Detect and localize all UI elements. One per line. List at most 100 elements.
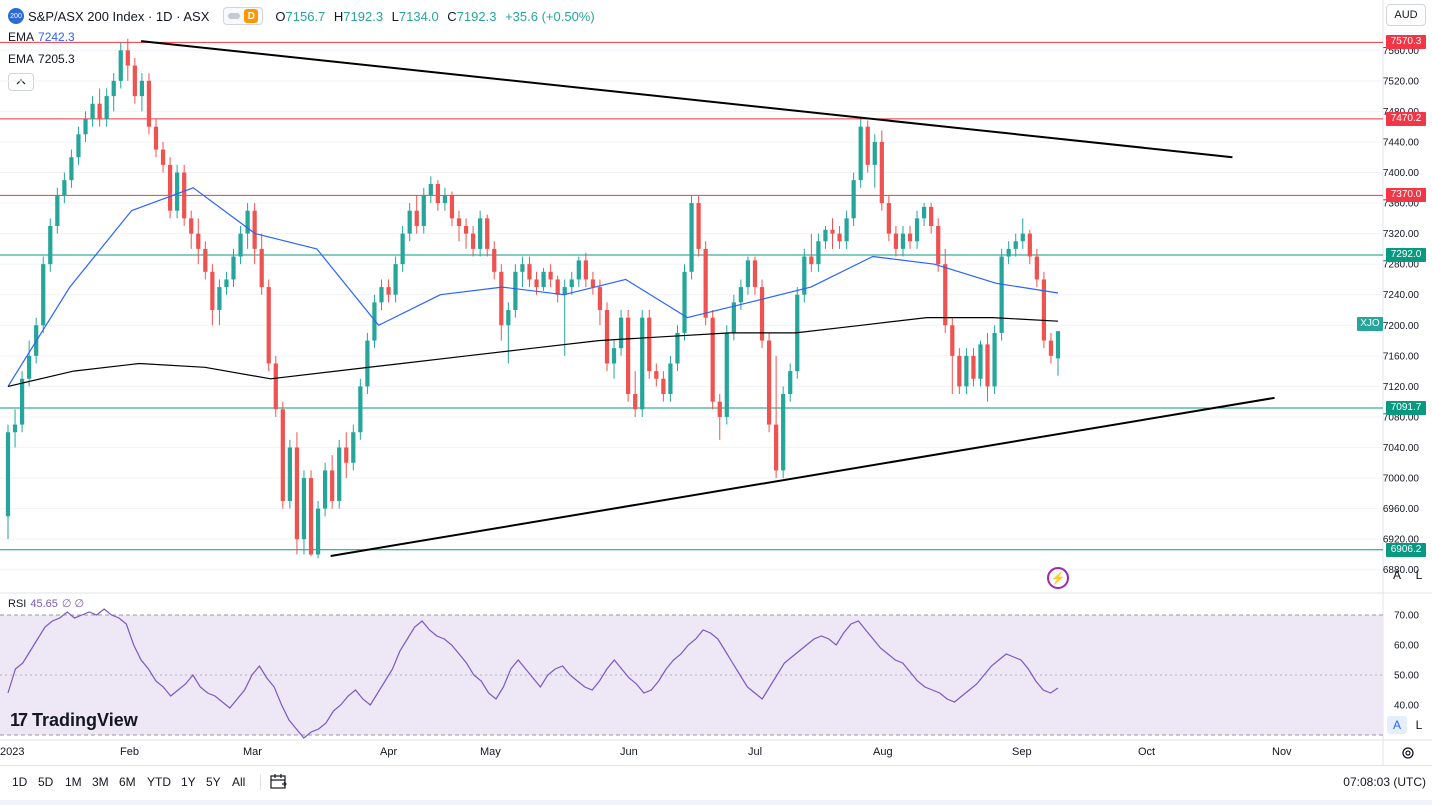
candle xyxy=(816,233,821,272)
timeframe-1d[interactable]: 1D xyxy=(12,775,28,789)
price-tick-label: 7000.00 xyxy=(1383,474,1420,485)
rsi-tick-label: 50.00 xyxy=(1394,671,1419,682)
candle xyxy=(5,424,11,540)
timeframe-1m[interactable]: 1M xyxy=(65,775,82,789)
candle xyxy=(485,214,490,257)
candle xyxy=(315,500,321,559)
rsi-legend[interactable]: RSI 45.65 ∅ ∅ xyxy=(8,597,84,610)
candle xyxy=(788,363,793,402)
candle xyxy=(1048,332,1054,364)
candle xyxy=(541,267,546,291)
candle xyxy=(238,225,243,265)
candle xyxy=(914,210,920,249)
candle xyxy=(640,310,645,417)
candle xyxy=(597,279,603,326)
candle xyxy=(337,439,342,509)
timeframe-1y[interactable]: 1Y xyxy=(181,775,196,789)
candle xyxy=(689,195,694,280)
candle xyxy=(182,164,187,226)
candle xyxy=(576,256,581,288)
candle xyxy=(1006,241,1011,265)
candle xyxy=(139,73,145,112)
collapse-legend-button[interactable] xyxy=(8,73,34,91)
candle xyxy=(611,340,617,379)
ema-fast-line xyxy=(7,187,1059,387)
time-tick-label: Jul xyxy=(748,746,762,758)
candle xyxy=(661,371,666,402)
candle xyxy=(696,195,701,257)
close-value: 7192.3 xyxy=(456,8,497,24)
candle xyxy=(323,462,328,517)
visibility-toggle[interactable]: D xyxy=(223,7,264,25)
auto-scale-button[interactable]: A xyxy=(1392,568,1401,582)
symbol-logo-icon: 200 xyxy=(8,8,24,24)
symbol-title[interactable]: S&P/ASX 200 Index · 1D · ASX xyxy=(28,8,210,24)
price-tick-label: 7560.00 xyxy=(1383,46,1420,57)
price-tick-label: 7520.00 xyxy=(1383,76,1420,87)
candle xyxy=(27,340,32,387)
candle xyxy=(428,176,433,204)
price-tick-label: 7040.00 xyxy=(1383,443,1420,454)
candle xyxy=(1013,233,1018,257)
candle xyxy=(1034,248,1039,288)
candle xyxy=(379,279,384,310)
candle xyxy=(647,310,652,379)
candle xyxy=(393,256,398,303)
candle xyxy=(301,470,307,555)
ema-slow-legend[interactable]: EMA 7205.3 xyxy=(8,52,75,66)
candle xyxy=(421,187,426,234)
candle xyxy=(590,271,596,295)
candle xyxy=(294,432,300,555)
timeframe-all[interactable]: All xyxy=(232,775,246,789)
candle xyxy=(372,294,377,349)
candle xyxy=(569,271,574,295)
rsi-log-scale-button[interactable]: L xyxy=(1415,718,1423,732)
candles xyxy=(5,38,1061,559)
candle xyxy=(499,264,504,341)
log-scale-button[interactable]: L xyxy=(1415,568,1423,582)
candle xyxy=(929,203,934,234)
candle xyxy=(55,187,60,234)
settings-gear-icon[interactable] xyxy=(1399,744,1417,762)
candle xyxy=(675,325,680,372)
ema-slow-value: 7205.3 xyxy=(38,52,75,66)
timeframe-6m[interactable]: 6M xyxy=(119,775,136,789)
candle xyxy=(844,210,849,249)
candle xyxy=(358,378,363,440)
rsi-tick-label: 70.00 xyxy=(1394,611,1419,622)
currency-selector[interactable]: AUD xyxy=(1386,4,1426,26)
candle xyxy=(104,88,109,127)
trendlines xyxy=(140,40,1275,557)
level-tag: 7091.7 xyxy=(1386,401,1426,415)
timeframe-5d[interactable]: 5D xyxy=(38,775,54,789)
level-tag: 6906.2 xyxy=(1386,542,1426,557)
price-tick-label: 7080.00 xyxy=(1383,412,1420,423)
timeframe-3m[interactable]: 3M xyxy=(92,775,109,789)
flash-icon[interactable]: ⚡ xyxy=(1047,567,1069,589)
timeframe-ytd[interactable]: YTD xyxy=(147,775,171,789)
rsi-auto-scale-button[interactable]: A xyxy=(1387,716,1407,734)
candle xyxy=(470,225,476,257)
candle xyxy=(527,256,532,288)
price-tick-label: 7200.00 xyxy=(1383,321,1420,332)
candle xyxy=(83,111,88,142)
candle xyxy=(830,218,835,249)
candle xyxy=(802,248,807,303)
trendline xyxy=(330,396,1275,557)
ema-fast-legend[interactable]: EMA 7242.3 xyxy=(8,30,75,44)
date-range-button[interactable] xyxy=(268,772,290,792)
candle xyxy=(1055,331,1061,376)
candle xyxy=(985,332,990,402)
candle xyxy=(752,256,758,295)
timeframe-5y[interactable]: 5Y xyxy=(206,775,221,789)
candle xyxy=(442,187,448,211)
time-tick-label: 2023 xyxy=(0,746,24,758)
open-value: 7156.7 xyxy=(285,8,326,24)
open-label: O xyxy=(275,8,286,24)
level-tag: 7570.3 xyxy=(1386,35,1426,50)
candle xyxy=(414,195,419,234)
candle xyxy=(759,279,765,349)
price-tick-label: 6960.00 xyxy=(1383,504,1420,515)
candle xyxy=(160,141,166,173)
